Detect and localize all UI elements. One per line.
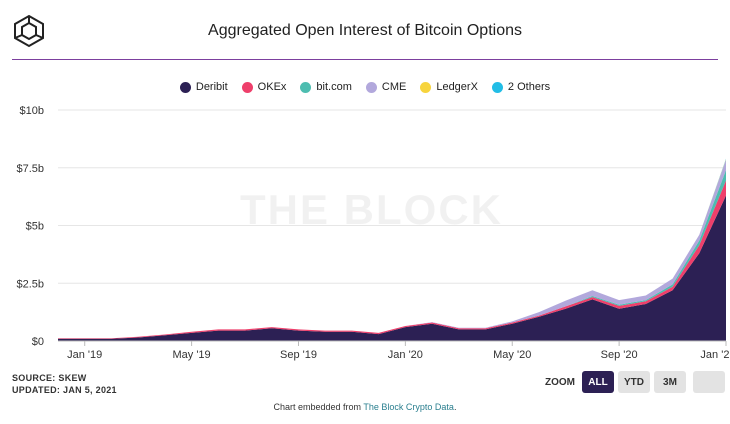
embed-link[interactable]: The Block Crypto Data xyxy=(363,402,454,412)
chart-legend: Deribit OKEx bit.com CME LedgerX 2 Others xyxy=(0,81,730,93)
embed-credit: Chart embedded from The Block Crypto Dat… xyxy=(0,402,730,412)
the-block-logo-icon xyxy=(14,14,44,48)
legend-marker xyxy=(179,81,191,93)
legend-item-deribit[interactable]: Deribit xyxy=(179,81,228,93)
legend-marker xyxy=(491,81,503,93)
legend-marker xyxy=(420,81,432,93)
y-tick-label: $7.5b xyxy=(16,163,44,175)
area-series-deribit xyxy=(58,195,726,341)
x-tick-label: Jan '19 xyxy=(67,349,102,361)
legend-marker xyxy=(300,81,312,93)
zoom-label: ZOOM xyxy=(545,377,575,388)
x-tick-label: May '19 xyxy=(173,349,211,361)
legend-item-ledgerx[interactable]: LedgerX xyxy=(420,81,478,93)
source-info: SOURCE: SKEW UPDATED: JAN 5, 2021 xyxy=(12,372,117,396)
zoom-all-button[interactable]: ALL xyxy=(582,371,614,393)
y-tick-label: $0 xyxy=(32,336,44,348)
x-tick-label: Sep '20 xyxy=(601,349,638,361)
updated-line: UPDATED: JAN 5, 2021 xyxy=(12,385,117,395)
zoom-ytd-button[interactable]: YTD xyxy=(618,371,650,393)
y-tick-label: $10b xyxy=(20,105,44,117)
title-divider xyxy=(12,59,718,60)
source-line: SOURCE: SKEW xyxy=(12,373,87,383)
x-tick-label: Jan '21 xyxy=(700,349,730,361)
legend-label: LedgerX xyxy=(436,81,478,93)
legend-label: OKEx xyxy=(257,81,287,93)
legend-item-cme[interactable]: CME xyxy=(365,81,407,93)
zoom-3m-button[interactable]: 3M xyxy=(654,371,686,393)
legend-item-bit-com[interactable]: bit.com xyxy=(300,81,352,93)
legend-label: CME xyxy=(381,81,407,93)
legend-item-2-others[interactable]: 2 Others xyxy=(491,81,551,93)
zoom-extra-button[interactable] xyxy=(693,371,725,393)
legend-item-okex[interactable]: OKEx xyxy=(241,81,287,93)
embed-prefix: Chart embedded from xyxy=(273,402,364,412)
legend-marker xyxy=(365,81,377,93)
embed-suffix: . xyxy=(453,402,457,412)
legend-label: Deribit xyxy=(195,81,228,93)
y-tick-label: $5b xyxy=(26,221,44,233)
x-tick-label: Sep '19 xyxy=(280,349,317,361)
chart-title: Aggregated Open Interest of Bitcoin Opti… xyxy=(208,22,522,39)
y-tick-label: $2.5b xyxy=(16,278,44,290)
x-tick-label: Jan '20 xyxy=(388,349,423,361)
legend-label: bit.com xyxy=(316,81,352,93)
legend-label: 2 Others xyxy=(507,81,551,93)
legend-marker xyxy=(241,81,253,93)
x-tick-label: May '20 xyxy=(493,349,531,361)
